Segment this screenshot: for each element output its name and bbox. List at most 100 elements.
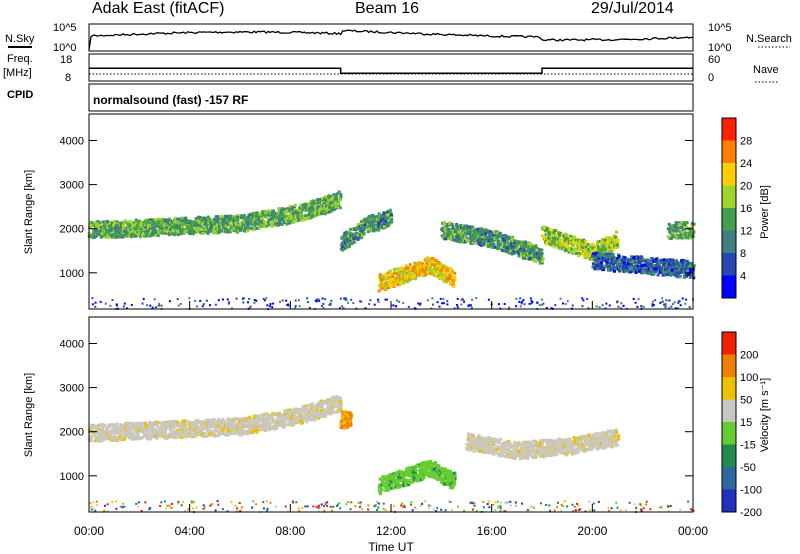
cell-f0: [163, 433, 167, 437]
cell-f2: [392, 268, 396, 271]
cell-f3: [498, 231, 502, 235]
cell-f0: [155, 233, 158, 237]
cell-f2: [400, 274, 404, 277]
cell-f5: [596, 261, 600, 265]
near-range-cell: [263, 299, 266, 302]
cell-f4: [572, 240, 576, 244]
cell-f0: [311, 203, 315, 207]
cell-f0: [229, 229, 232, 233]
cell-f3: [506, 237, 509, 241]
cell-f0: [204, 229, 208, 233]
cell-f0: [184, 425, 188, 429]
cell-f0: [104, 436, 108, 440]
near-range-cell: [395, 299, 398, 302]
cell-f0: [260, 218, 264, 222]
cell-f4: [595, 245, 599, 249]
cell-f5: [630, 257, 634, 261]
near-range-cell: [235, 297, 238, 300]
cell-f2: [391, 275, 395, 279]
cell-f0: [205, 434, 209, 438]
cell-f0: [176, 424, 179, 427]
cell-f5: [601, 258, 605, 262]
cell-f0: [280, 217, 284, 220]
cell-f2: [435, 265, 439, 268]
cell-f5: [678, 274, 682, 278]
radar-title: Adak East (fitACF): [92, 0, 225, 17]
cell-f0: [182, 434, 186, 438]
cell-f0: [180, 432, 184, 435]
cell-f3: [492, 242, 496, 246]
cell-f3: [528, 257, 532, 261]
cell-f0: [133, 421, 137, 425]
cell-f0: [140, 227, 144, 231]
cell-f0: [108, 220, 112, 224]
cell-f3: [469, 241, 473, 245]
power-scatter-cells: [87, 190, 696, 311]
cell-f0: [115, 226, 119, 230]
cell-f0: [245, 221, 249, 225]
cell-f0: [286, 218, 290, 222]
near-range-cell: [521, 300, 524, 303]
cell-f0: [292, 220, 295, 224]
near-range-cell: [540, 298, 543, 301]
cell-f3: [445, 233, 449, 237]
cell-f0: [245, 229, 249, 233]
cell-f2: [427, 259, 431, 263]
cell-f5: [593, 252, 597, 256]
cell-f5: [634, 262, 638, 266]
near-range-cell: [324, 298, 327, 301]
cell-f2: [414, 274, 418, 278]
cell-f0: [98, 437, 101, 441]
cell-f1: [365, 225, 369, 229]
cell-f4: [569, 251, 573, 255]
cell-f5: [634, 271, 638, 274]
cell-f4: [599, 243, 603, 247]
cell-f1: [368, 221, 371, 225]
cell-f0: [189, 226, 193, 230]
cell-f4: [568, 240, 572, 244]
cell-f0: [227, 214, 231, 218]
cell-f6: [690, 221, 694, 225]
cell-f0: [127, 223, 131, 227]
cell-f0: [145, 218, 149, 222]
cell-f0: [170, 432, 174, 436]
cell-f0: [145, 221, 149, 225]
cell-f4: [584, 252, 588, 256]
cell-f2: [443, 271, 446, 275]
cell-f0: [125, 421, 129, 425]
cell-f5: [629, 260, 633, 264]
cell-f0: [285, 215, 289, 219]
cell-f0: [280, 207, 284, 211]
cell-f0: [160, 226, 164, 230]
nsky-series: [88, 29, 694, 51]
cell-f0: [127, 228, 131, 232]
cell-f0: [334, 198, 338, 202]
cell-f2: [400, 272, 403, 276]
nsearch-tick-top: 10^5: [708, 22, 732, 34]
cell-f0: [174, 220, 178, 224]
cell-f0: [224, 227, 227, 230]
cell-f0: [176, 229, 179, 233]
cell-f0: [234, 219, 238, 223]
cell-f0: [98, 424, 102, 428]
cell-f0: [184, 229, 188, 233]
cell-f2: [407, 271, 411, 275]
near-range-cell: [205, 299, 208, 302]
cell-f0: [118, 435, 122, 439]
cell-f0: [203, 225, 207, 229]
cell-f0: [315, 212, 319, 216]
cell-f0: [158, 218, 162, 221]
cell-f4: [591, 242, 595, 246]
cell-f5: [689, 268, 693, 271]
near-range-cell: [142, 298, 145, 301]
cell-f2: [380, 278, 384, 282]
near-range-cell: [94, 301, 97, 304]
cell-f0: [207, 425, 211, 429]
cell-f1: [350, 236, 354, 240]
cell-f3: [503, 243, 507, 247]
cell-f0: [138, 437, 141, 441]
freq-label-2: [MHz]: [3, 67, 32, 79]
cell-f0: [114, 423, 118, 426]
cell-f0: [152, 428, 156, 432]
cell-f2: [439, 272, 443, 275]
